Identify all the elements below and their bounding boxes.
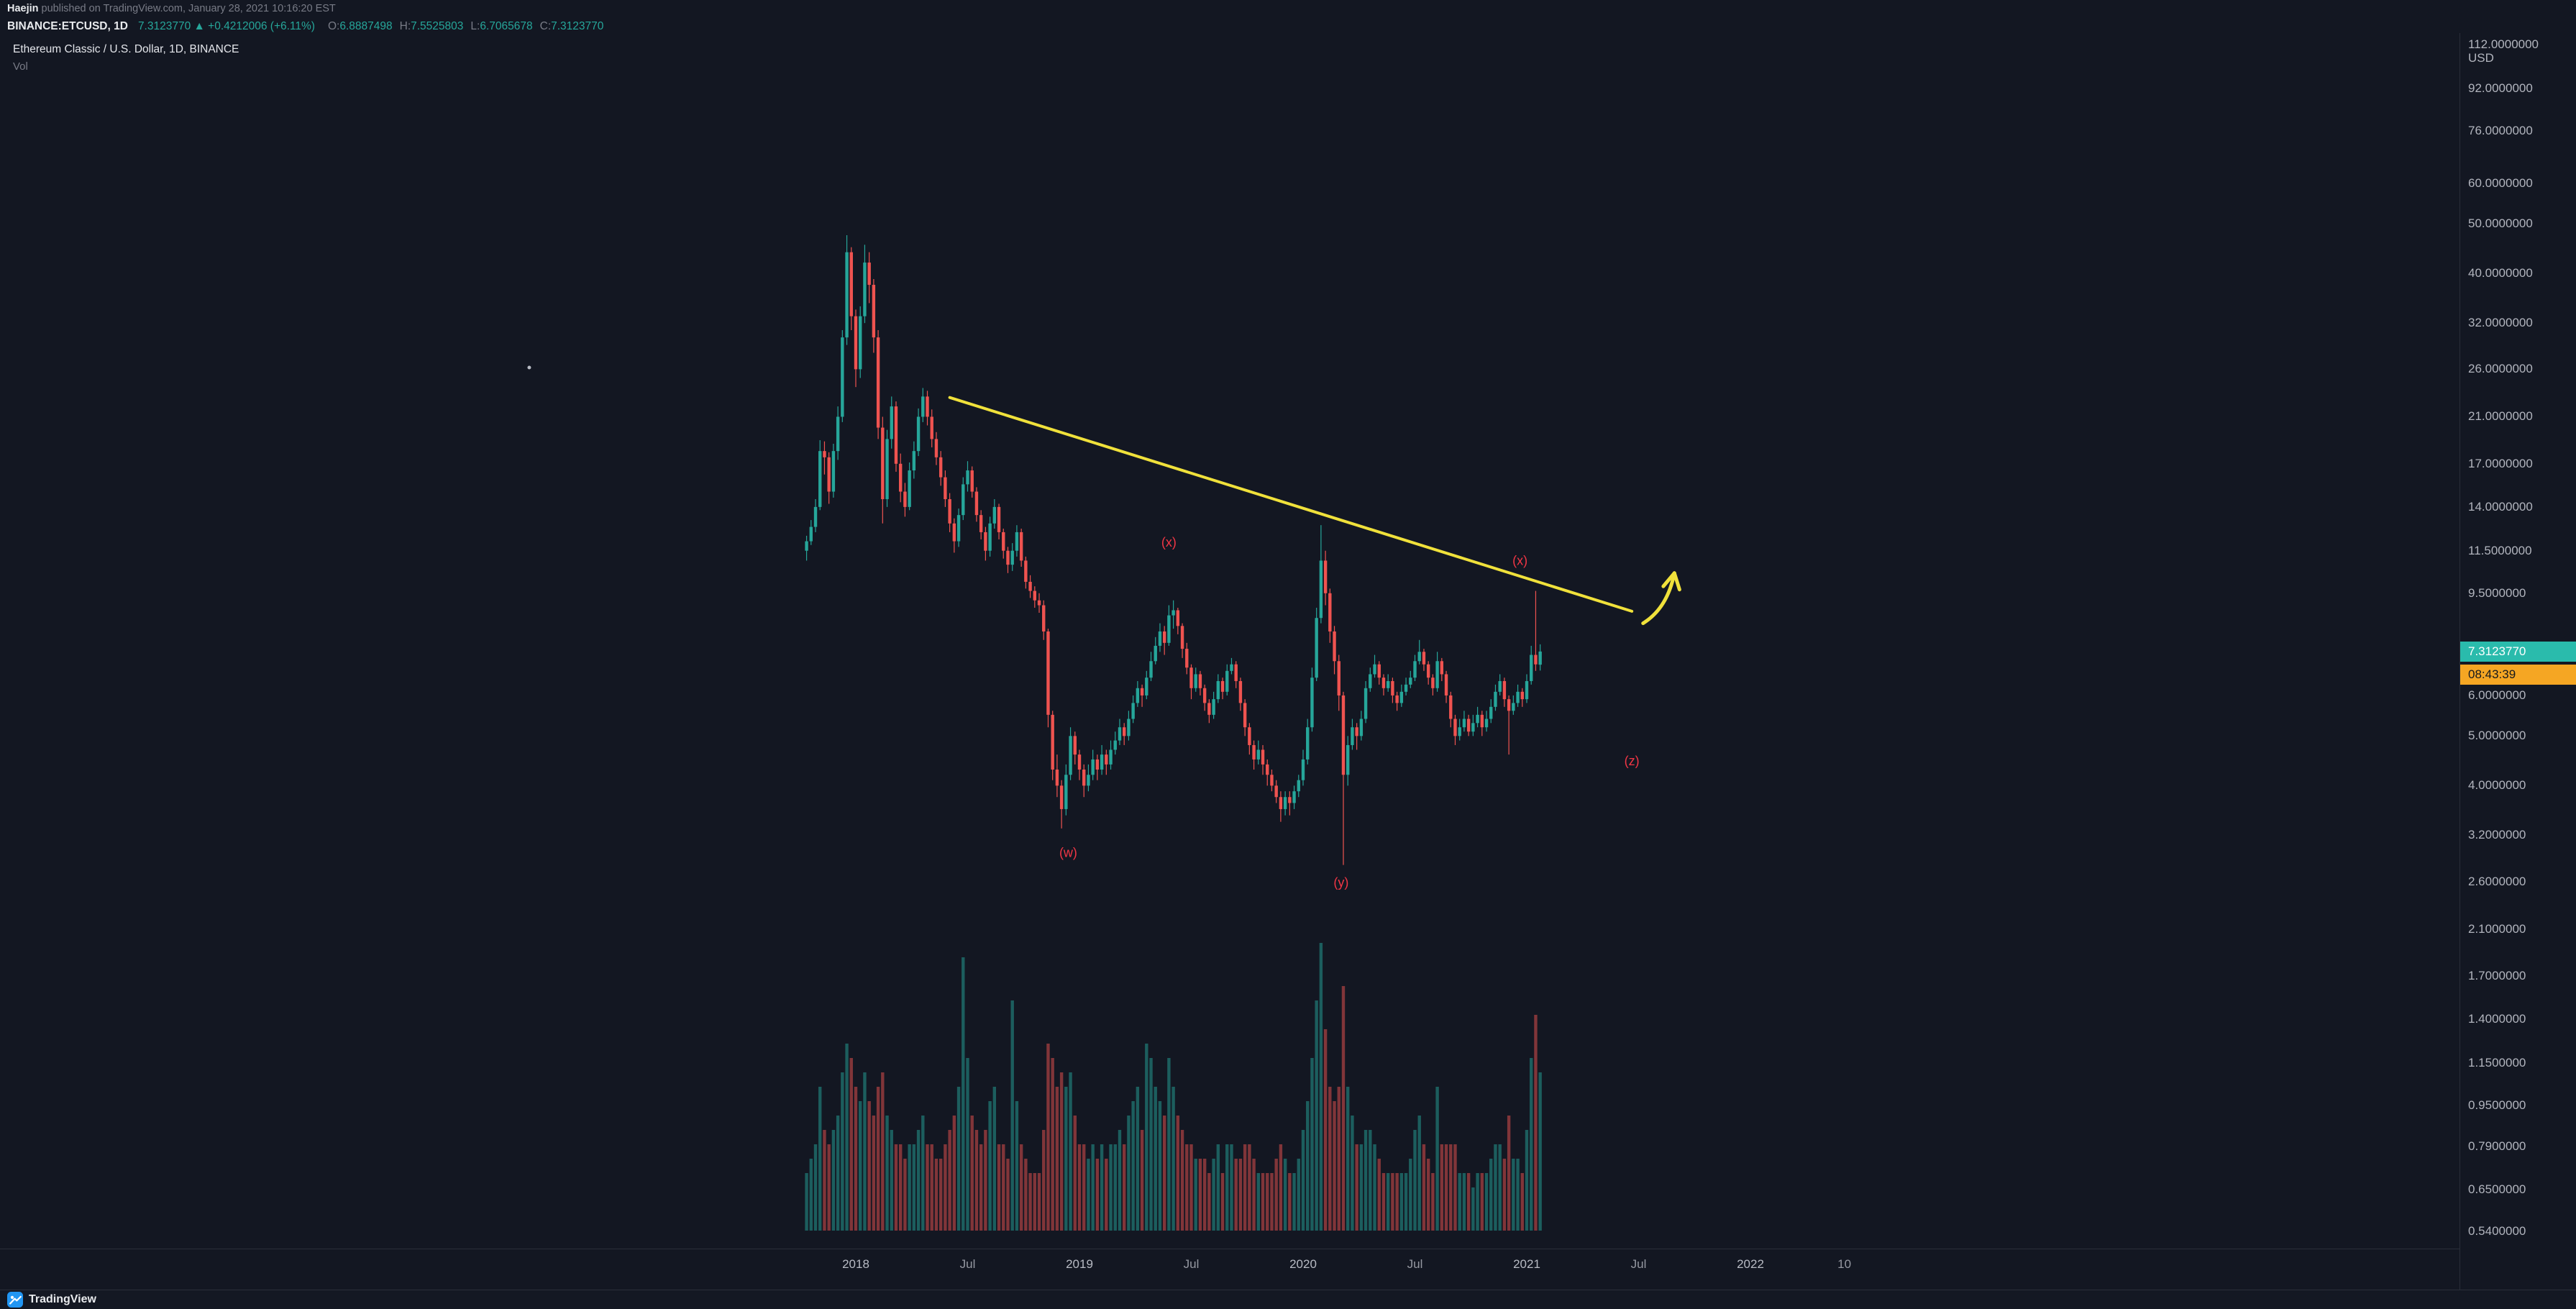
price-axis-label: 0.7900000 <box>2468 1139 2526 1154</box>
high-label: H: <box>399 20 411 32</box>
price-axis-label: 50.0000000 <box>2468 216 2533 231</box>
publish-bar: Haejin published on TradingView.com, Jan… <box>0 0 2576 17</box>
price-axis-label: 6.0000000 <box>2468 688 2526 702</box>
price-axis-label: 26.0000000 <box>2468 362 2533 376</box>
trendline[interactable] <box>948 396 1634 613</box>
time-axis-label: 2020 <box>1289 1257 1317 1271</box>
legend-volume-indicator: Vol <box>13 60 28 73</box>
bar-countdown-label: 08:43:39 <box>2460 664 2576 685</box>
price-axis-unit: USD <box>2468 50 2494 65</box>
price-axis-label: 21.0000000 <box>2468 409 2533 424</box>
time-axis-label: Jul <box>1407 1257 1423 1271</box>
price-axis-label: 92.0000000 <box>2468 81 2533 95</box>
price-axis-label: 5.0000000 <box>2468 729 2526 743</box>
time-axis-label: 2022 <box>1737 1257 1764 1271</box>
open-value: 6.8887498 <box>339 20 393 32</box>
price-axis-label: 2.1000000 <box>2468 921 2526 936</box>
low-value: 6.7065678 <box>480 20 533 32</box>
wave-label[interactable]: (z) <box>1625 754 1640 768</box>
drawings[interactable]: (w) (x) (y) (x) (z) <box>527 365 1681 890</box>
low-label: L: <box>470 20 480 32</box>
tradingview-brand[interactable]: TradingView <box>29 1293 96 1305</box>
wave-label[interactable]: (x) <box>1512 553 1527 567</box>
price-axis-label: 112.0000000 <box>2468 37 2539 51</box>
time-axis-label: 2019 <box>1066 1257 1093 1271</box>
arrow-drawing[interactable] <box>1641 571 1676 626</box>
dot-annotation[interactable] <box>527 365 531 370</box>
price-axis-label: 0.6500000 <box>2468 1182 2526 1197</box>
price-axis-label: 0.9500000 <box>2468 1098 2526 1112</box>
price-axis-label: 60.0000000 <box>2468 175 2533 190</box>
tradingview-logo-icon[interactable] <box>7 1292 23 1308</box>
open-label: O: <box>327 20 340 32</box>
price-axis-label: 17.0000000 <box>2468 456 2533 470</box>
legend-symbol: Ethereum Classic / U.S. Dollar, 1D, BINA… <box>13 43 239 55</box>
price-axis-label: 1.1500000 <box>2468 1055 2526 1069</box>
arrow-head <box>1661 571 1676 588</box>
price-change: 7.3123770 ▲ +0.4212006 (+6.11%) <box>137 20 315 32</box>
close-label: C: <box>539 20 552 32</box>
publish-info: published on TradingView.com, January 28… <box>38 3 336 14</box>
price-axis-label: 1.4000000 <box>2468 1012 2526 1026</box>
price-axis-label: 9.5000000 <box>2468 585 2526 600</box>
chart-legend: Ethereum Classic / U.S. Dollar, 1D, BINA… <box>13 43 239 73</box>
price-axis-label: 32.0000000 <box>2468 316 2533 330</box>
author-name: Haejin <box>7 3 39 14</box>
price-axis-label: 40.0000000 <box>2468 266 2533 280</box>
time-axis-label: 10 <box>1837 1257 1852 1271</box>
price-axis-label: 4.0000000 <box>2468 778 2526 793</box>
volume-bars <box>805 943 1542 1231</box>
wave-label[interactable]: (w) <box>1059 845 1077 859</box>
price-axis-label: 2.6000000 <box>2468 874 2526 888</box>
price-axis-label: 0.5400000 <box>2468 1223 2526 1238</box>
price-axis-border <box>2459 33 2460 1290</box>
time-axis-label: Jul <box>959 1257 976 1271</box>
price-axis-label: 11.5000000 <box>2468 543 2532 557</box>
time-axis-label: 2018 <box>842 1257 869 1271</box>
price-axis-label: 1.7000000 <box>2468 969 2526 982</box>
price-axis-label: 76.0000000 <box>2468 123 2533 137</box>
close-value: 7.3123770 <box>551 20 604 32</box>
symbol-title: BINANCE:ETCUSD, 1D <box>7 20 128 32</box>
wave-label[interactable]: (y) <box>1333 875 1348 890</box>
footer-bar: TradingView <box>0 1290 2576 1309</box>
wave-label[interactable]: (x) <box>1161 535 1177 549</box>
high-value: 7.5525803 <box>411 20 464 32</box>
price-axis-label: 3.2000000 <box>2468 828 2526 842</box>
current-price-label: 7.3123770 <box>2460 641 2576 662</box>
time-axis-label: 2021 <box>1513 1257 1540 1271</box>
time-axis-label: Jul <box>1630 1257 1647 1271</box>
symbol-bar: BINANCE:ETCUSD, 1D 7.3123770 ▲ +0.4212006… <box>0 17 2576 36</box>
arrow-head <box>1672 571 1681 592</box>
candles <box>805 235 1542 865</box>
time-axis-label: Jul <box>1183 1257 1200 1271</box>
price-axis-label: 14.0000000 <box>2468 499 2533 514</box>
